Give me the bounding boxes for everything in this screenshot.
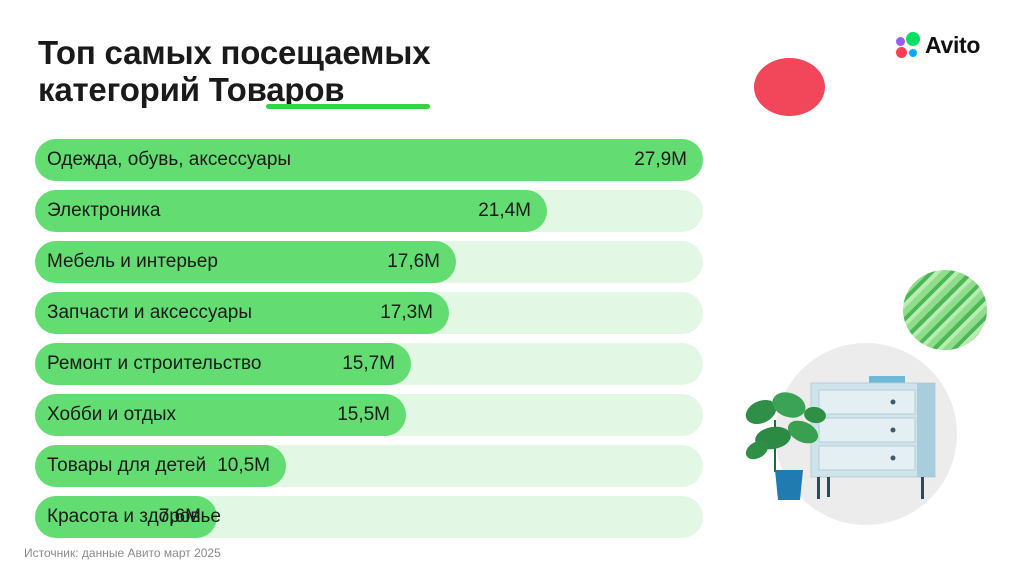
title-line-2: категорий Товаров <box>38 71 345 108</box>
bar-value-label: 7,6M <box>158 506 201 527</box>
logo-text: Avito <box>925 31 981 58</box>
red-circle-decoration <box>754 58 825 116</box>
bar <box>35 343 411 385</box>
bar-row: Одежда, обувь, аксессуары 27,9M <box>35 139 703 181</box>
bar <box>35 496 217 538</box>
striped-ball-decoration <box>903 270 987 350</box>
bar <box>35 394 406 436</box>
bar <box>35 190 547 232</box>
bar-category-label: Хобби и отдых <box>47 404 177 425</box>
bar-value-label: 21,4M <box>478 200 531 221</box>
bar-category-label: Красота и здоровье <box>47 506 221 527</box>
dresser-side-shape <box>917 383 935 477</box>
bar-row: Запчасти и аксессуары 17,3M <box>35 292 703 334</box>
bar-value-label: 17,6M <box>387 251 440 272</box>
plant-shape <box>745 392 826 472</box>
bar-value-label: 15,7M <box>342 353 395 374</box>
bar-category-label: Мебель и интерьер <box>47 251 218 272</box>
bar <box>35 445 286 487</box>
title-underline <box>266 104 430 109</box>
bar <box>35 139 703 181</box>
bar <box>35 241 456 283</box>
source-note: Источник: данные Авито март 2025 <box>24 546 221 560</box>
title-line-1: Топ самых посещаемых <box>38 34 431 71</box>
bar-row: Товары для детей 10,5M <box>35 445 703 487</box>
page-title: Топ самых посещаемых категорий Товаров <box>38 34 431 108</box>
bar-category-label: Товары для детей <box>47 455 207 476</box>
bar-value-label: 15,5M <box>337 404 390 425</box>
bar-row: Электроника 21,4M <box>35 190 703 232</box>
bar-row: Хобби и отдых 15,5M <box>35 394 703 436</box>
bar-chart: Одежда, обувь, аксессуары 27,9M Электроник… <box>35 139 703 547</box>
bar <box>35 292 449 334</box>
bar-row: Ремонт и строительство 15,7M <box>35 343 703 385</box>
bar-category-label: Ремонт и строительство <box>47 353 262 374</box>
bar-value-label: 17,3M <box>380 302 433 323</box>
book-shape <box>869 376 905 383</box>
dresser-plant-illustration <box>745 376 936 500</box>
bar-row: Красота и здоровье 7,6M <box>35 496 703 538</box>
logo-dots-icon <box>895 31 922 59</box>
bar-row: Мебель и интерьер 17,6M <box>35 241 703 283</box>
plant-pot-shape <box>775 470 803 500</box>
bar-category-label: Запчасти и аксессуары <box>47 302 253 323</box>
bar-category-label: Электроника <box>47 200 161 221</box>
bar-value-label: 27,9M <box>634 149 687 170</box>
bar-category-label: Одежда, обувь, аксессуары <box>47 149 292 170</box>
brand-logo: Avito <box>895 30 980 60</box>
bar-value-label: 10,5M <box>217 455 270 476</box>
